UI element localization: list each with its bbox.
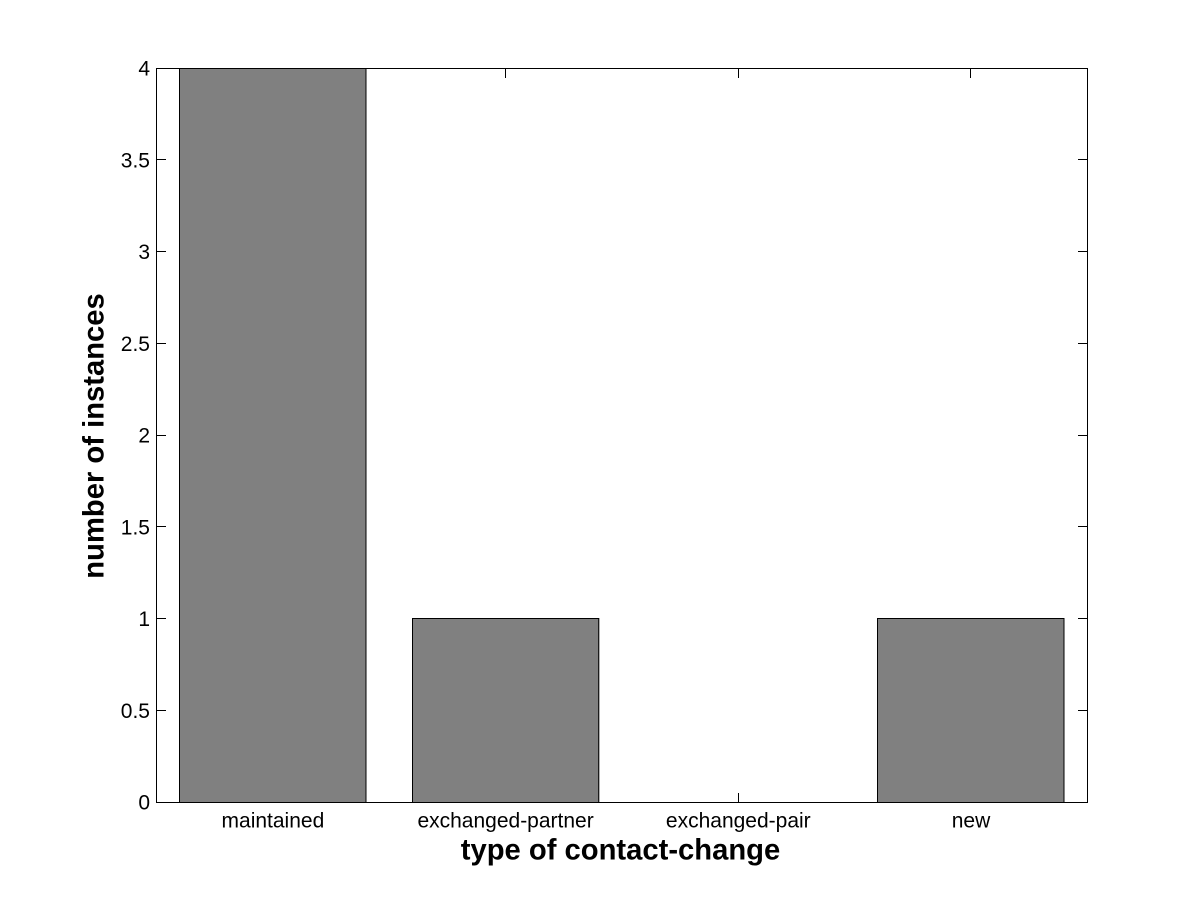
svg-text:exchanged-partner: exchanged-partner	[417, 810, 593, 833]
svg-text:1.5: 1.5	[121, 516, 150, 539]
svg-text:3.5: 3.5	[121, 149, 150, 172]
svg-text:0: 0	[138, 792, 150, 815]
svg-text:exchanged-pair: exchanged-pair	[666, 810, 811, 833]
svg-text:2: 2	[138, 425, 150, 448]
svg-text:4: 4	[138, 58, 150, 81]
svg-text:0.5: 0.5	[121, 700, 150, 723]
svg-text:3: 3	[138, 241, 150, 264]
svg-text:new: new	[952, 810, 991, 833]
svg-text:type of contact-change: type of contact-change	[461, 835, 780, 867]
svg-text:maintained: maintained	[222, 810, 325, 833]
svg-text:1: 1	[138, 608, 150, 631]
svg-text:number of instances: number of instances	[79, 293, 111, 578]
svg-text:2.5: 2.5	[121, 333, 150, 356]
